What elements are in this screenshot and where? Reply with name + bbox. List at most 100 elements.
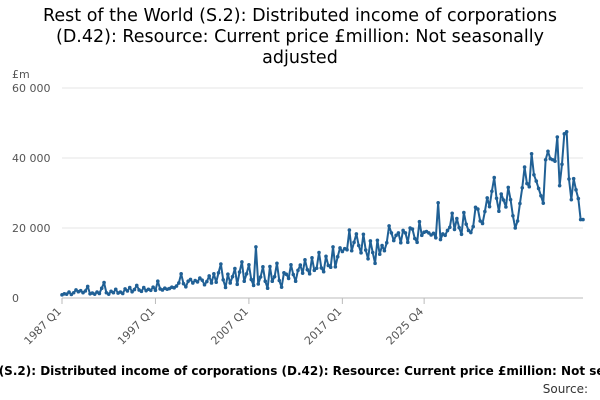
data-point [134,283,139,288]
data-point [396,231,401,235]
data-point [569,197,574,202]
data-point [321,269,326,274]
data-point [242,279,247,284]
data-point [352,240,356,245]
y-tick-label: 20 000 [12,222,51,235]
data-point [464,222,468,226]
data-point [141,285,146,290]
data-point [314,266,319,271]
y-tick-label: 40 000 [12,152,51,165]
chart-title: Rest of the World (S.2): Distributed inc… [0,6,600,69]
data-point [459,232,464,237]
data-point [202,282,207,287]
data-point [85,284,90,289]
data-point [78,288,83,293]
data-point [501,198,506,202]
data-point [490,189,494,194]
data-point [562,132,567,136]
chart-title-line-1: Rest of the World (S.2): Distributed inc… [43,6,557,26]
data-point [256,282,261,286]
data-point [219,262,223,266]
data-point [151,285,155,289]
data-point [527,184,532,189]
data-point [471,224,475,229]
chart-title-line-2: (D.42): Resource: Current price £million… [56,27,544,47]
data-point [529,152,534,156]
data-point [212,272,216,276]
data-point [511,213,515,218]
data-point [581,217,585,222]
data-point [298,263,303,267]
data-point [265,286,270,291]
data-point [209,281,214,285]
data-point [279,285,284,289]
data-point [391,238,396,243]
data-point [483,209,487,214]
data-point [139,289,144,294]
data-point [132,287,137,292]
data-point [177,281,181,285]
data-point [291,272,296,277]
data-point [478,219,483,223]
data-point [289,262,293,267]
data-point [184,285,188,289]
y-axis-unit-label: £m [12,68,30,81]
data-point [431,231,436,236]
data-point [513,226,518,230]
data-point [560,162,564,167]
x-tick-label: 2007 Q1 [208,305,251,348]
x-tick-label: 1997 Q1 [115,305,158,348]
data-point [443,233,447,238]
data-point [368,239,373,243]
data-point [398,240,403,245]
x-tick-label: 1987 Q1 [22,305,65,348]
data-point [296,268,300,273]
data-point [312,268,317,273]
data-point [97,291,102,296]
data-point [546,149,550,154]
data-point [356,243,361,248]
data-point [382,248,387,253]
data-point [361,232,366,237]
data-point [235,282,240,287]
data-point [335,254,340,259]
data-point [195,280,200,284]
data-point [389,231,394,235]
data-point [354,232,359,236]
data-point [261,265,265,269]
data-point [366,257,370,261]
data-point [153,288,158,293]
data-point [427,231,431,235]
data-point [324,254,328,259]
data-point [228,281,233,285]
data-point [522,165,527,169]
data-point [254,245,258,249]
data-point [328,265,333,270]
data-point [417,219,422,224]
data-point [520,185,525,190]
data-point [125,289,130,293]
data-point [347,228,352,232]
data-point [181,281,186,286]
series-legend-label: Rest of the World (S.2): Distributed inc… [0,364,600,382]
data-point [83,289,88,293]
data-point [370,250,375,255]
data-point [485,196,490,200]
data-point [387,224,391,228]
data-point [207,274,211,278]
data-point [240,260,244,264]
data-point [188,277,193,282]
data-point [567,177,571,181]
data-point [71,290,76,295]
data-point [179,272,183,276]
data-point [434,236,438,240]
data-point [506,185,511,190]
data-point [412,236,417,241]
series-legend-text: Rest of the World (S.2): Distributed inc… [0,364,600,378]
data-point [532,173,536,177]
data-point [319,266,324,270]
data-point [305,267,310,272]
data-point [340,249,345,254]
data-point [476,207,480,211]
data-point [574,188,578,192]
